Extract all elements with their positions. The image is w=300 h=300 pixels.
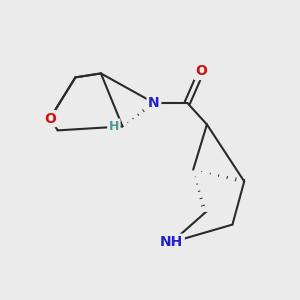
Text: O: O [44,112,56,126]
Text: NH: NH [160,235,183,249]
Text: O: O [195,64,207,79]
Text: N: N [148,96,160,110]
Text: H: H [109,120,119,133]
